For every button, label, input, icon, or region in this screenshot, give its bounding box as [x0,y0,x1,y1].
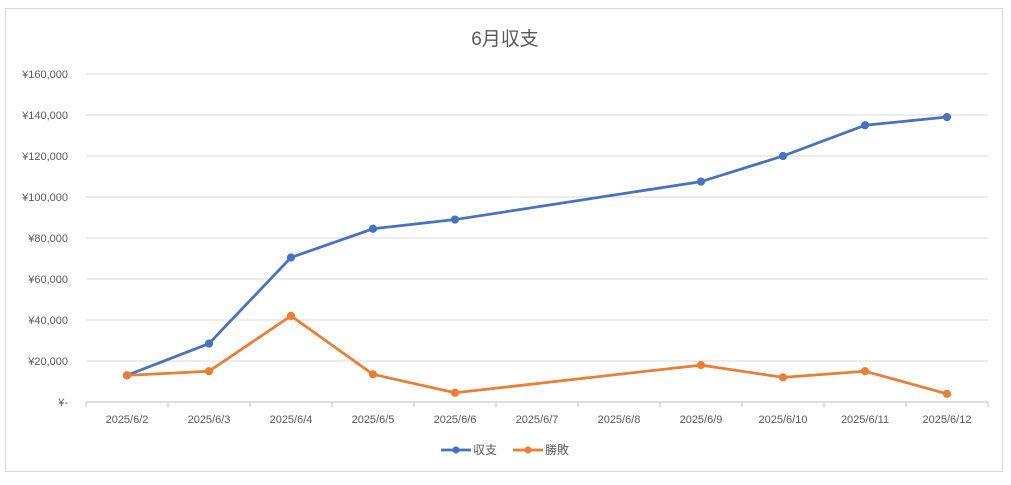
data-point [860,367,870,376]
data-point [778,151,788,161]
data-point [942,112,952,122]
legend-marker [452,446,460,454]
data-point [286,253,296,262]
line-chart: 6月収支 ¥- ¥20,000 ¥40,000 ¥60,000 ¥80,000 ¥100,… [21,28,989,457]
data-point [122,371,132,380]
x-tick-label: 2025/6/10 [759,414,808,426]
y-tick-label: ¥80,000 [27,233,68,245]
data-point [368,224,378,233]
data-point [696,177,706,186]
data-point [860,121,870,130]
legend-label: 勝敗 [545,442,569,457]
data-point [368,370,378,379]
chart-title: 6月収支 [471,28,539,50]
legend-label: 収支 [473,443,497,457]
x-tick-label: 2025/6/9 [680,414,723,426]
data-point [286,311,296,320]
gridlines [86,73,988,362]
y-axis: ¥- ¥20,000 ¥40,000 ¥60,000 ¥80,000 ¥100,000 ¥1… [21,69,68,409]
x-tick-label: 2025/6/3 [188,414,231,426]
x-tick-label: 2025/6/6 [434,414,477,426]
y-tick-label: ¥- [57,397,68,409]
x-axis: 2025/6/2 2025/6/3 2025/6/4 2025/6/5 2025/6/6… [85,401,989,426]
y-tick-label: ¥140,000 [21,110,68,122]
y-tick-label: ¥160,000 [21,69,68,81]
x-tick-label: 2025/6/4 [270,414,313,426]
y-tick-label: ¥120,000 [21,151,68,163]
data-point [942,389,952,398]
data-point [204,367,214,376]
data-point [204,339,214,348]
y-tick-label: ¥60,000 [27,274,68,286]
y-tick-label: ¥40,000 [27,315,68,327]
data-point [450,388,460,397]
series-group [122,112,952,398]
y-tick-label: ¥100,000 [21,192,68,204]
data-point [696,361,706,370]
data-point [778,373,788,382]
x-tick-label: 2025/6/7 [516,414,559,426]
x-tick-label: 2025/6/2 [106,414,149,426]
legend-marker [524,446,532,454]
series-line-勝敗 [125,314,949,396]
x-tick-label: 2025/6/12 [923,414,972,426]
x-tick-label: 2025/6/8 [598,414,641,426]
legend: 収支 勝敗 [441,442,569,457]
chart-frame: 6月収支 ¥- ¥20,000 ¥40,000 ¥60,000 ¥80,000 ¥100,… [5,8,1003,472]
data-point [450,215,460,224]
y-tick-label: ¥20,000 [27,356,68,368]
x-tick-label: 2025/6/5 [352,414,395,426]
x-tick-label: 2025/6/11 [841,414,889,426]
